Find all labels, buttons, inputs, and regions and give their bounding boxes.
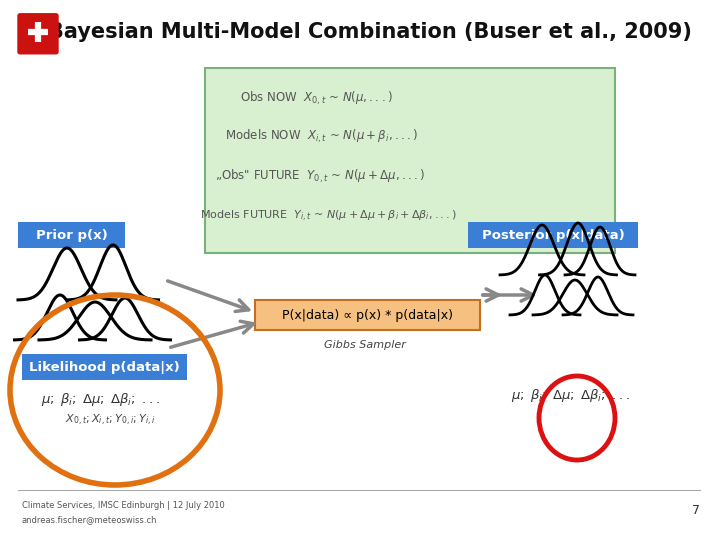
Text: 7: 7 [692,503,700,516]
Text: Gibbs Sampler: Gibbs Sampler [324,340,406,350]
FancyBboxPatch shape [18,14,58,54]
Text: Models NOW  $X_{i,t}$ ~ $N(\mu+\beta_i,...)$: Models NOW $X_{i,t}$ ~ $N(\mu+\beta_i,..… [225,127,418,145]
Text: „Obs" FUTURE  $Y_{0,t}$ ~ $N(\mu+\Delta\mu,...)$: „Obs" FUTURE $Y_{0,t}$ ~ $N(\mu+\Delta\m… [215,167,425,185]
Text: Likelihood p(data|x): Likelihood p(data|x) [29,361,180,374]
Text: $\mu;\;\beta_i;\;\Delta\mu;\;\Delta\beta_i;\;...$: $\mu;\;\beta_i;\;\Delta\mu;\;\Delta\beta… [40,392,159,408]
Bar [255,300,480,330]
Text: Models FUTURE  $Y_{i,t}$ ~ $N(\mu+\Delta\mu+\beta_i+\Delta\beta_i,...)$: Models FUTURE $Y_{i,t}$ ~ $N(\mu+\Delta\… [200,208,456,224]
Bar [18,222,125,248]
Text: $\mu;\;\beta_i;\;\Delta\mu;\;\Delta\beta_i;\;...$: $\mu;\;\beta_i;\;\Delta\mu;\;\Delta\beta… [510,387,629,403]
Text: Obs NOW  $X_{0,t}$ ~ $N(\mu,...)$: Obs NOW $X_{0,t}$ ~ $N(\mu,...)$ [240,90,392,106]
Text: andreas.fischer@meteoswiss.ch: andreas.fischer@meteoswiss.ch [22,516,158,524]
Text: P(x|data) ∝ p(x) * p(data|x): P(x|data) ∝ p(x) * p(data|x) [282,308,453,321]
Text: Posterior p(x|data): Posterior p(x|data) [482,228,624,241]
Bar [468,222,638,248]
Bar [205,68,615,253]
Text: Prior p(x): Prior p(x) [35,228,107,241]
Text: Bayesian Multi-Model Combination (Buser et al., 2009): Bayesian Multi-Model Combination (Buser … [48,22,692,42]
Text: $X_{0,t}; X_{i,t}; Y_{0,i}; Y_{i,i}$: $X_{0,t}; X_{i,t}; Y_{0,i}; Y_{i,i}$ [65,413,156,428]
Text: Climate Services, IMSC Edinburgh | 12 July 2010: Climate Services, IMSC Edinburgh | 12 Ju… [22,501,225,510]
Bar [22,354,187,380]
